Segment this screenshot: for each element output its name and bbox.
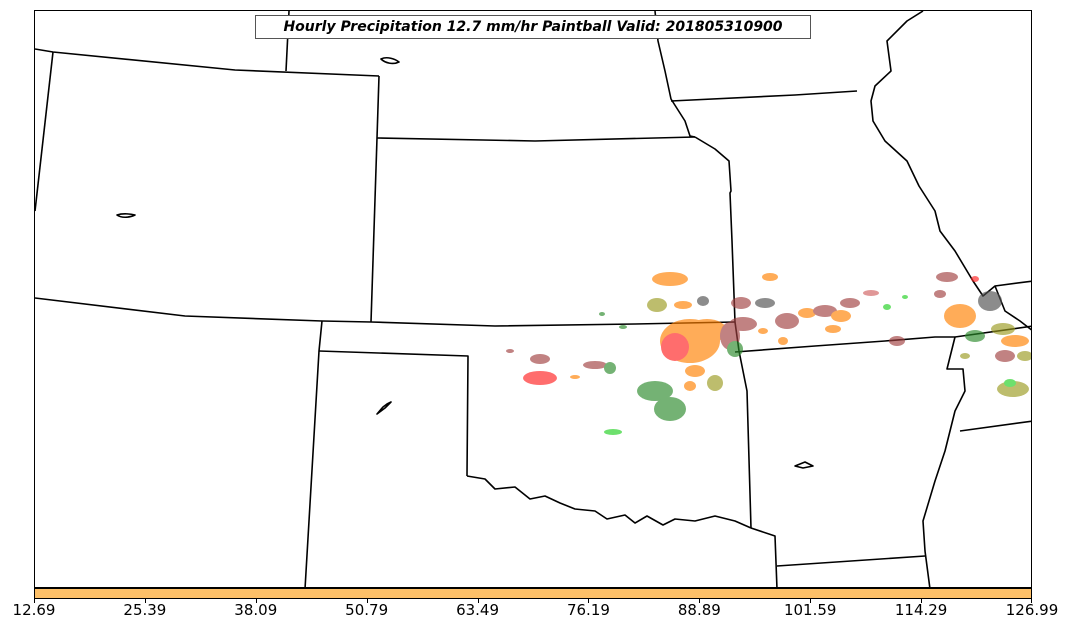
state-border-wyoming-south (35, 48, 380, 77)
colorbar-tick-label: 88.89 (677, 601, 721, 619)
precip-blob (570, 375, 580, 379)
colorbar-tick-label: 126.99 (1005, 601, 1059, 619)
precip-blob (934, 290, 946, 298)
paintball-precipitation (506, 272, 1031, 435)
precip-blob (825, 325, 841, 333)
state-border-ar-la (776, 555, 926, 567)
precip-blob (1017, 351, 1031, 361)
state-border-mo-bootheel (922, 336, 966, 587)
precip-blob (523, 371, 557, 385)
colorbar-tick-label: 25.39 (123, 601, 167, 619)
colorbar-tick (366, 599, 368, 603)
precip-blob (619, 325, 627, 329)
precip-blob (604, 429, 622, 435)
map-canvas (35, 11, 1031, 587)
precip-blob (727, 341, 743, 357)
precip-blob (684, 381, 696, 391)
precip-blob (775, 313, 799, 329)
colorbar-tick-label: 12.69 (12, 601, 56, 619)
colorbar-tick-label: 38.09 (234, 601, 278, 619)
precip-blob (1001, 335, 1029, 347)
colorbar-tick (1031, 599, 1032, 603)
precip-blob (729, 317, 757, 331)
precip-blob (654, 397, 686, 421)
colorbar-tick-label: 63.49 (456, 601, 500, 619)
precip-blob (661, 333, 689, 361)
state-border-mo-south (734, 336, 955, 353)
state-borders (35, 11, 1031, 587)
precip-blob (731, 297, 751, 309)
precip-blob (697, 296, 709, 306)
precip-blob (813, 305, 837, 317)
precip-blob (685, 365, 705, 377)
precip-blob (960, 353, 970, 359)
precip-blob (965, 330, 985, 342)
colorbar-tick (477, 599, 479, 603)
state-border-co-east (370, 137, 378, 323)
precip-blob (674, 301, 692, 309)
precip-blob (831, 310, 851, 322)
precip-blob (883, 304, 891, 310)
precip-blob (936, 272, 958, 282)
precip-blob (902, 295, 908, 299)
lake-arkansas (794, 461, 814, 469)
precip-blob (647, 298, 667, 312)
colorbar-tick (144, 599, 146, 603)
precip-blob (798, 308, 816, 318)
colorbar-tick (255, 599, 257, 603)
colorbar-tick (699, 599, 701, 603)
colorbar-tick-label: 50.79 (345, 601, 389, 619)
precip-blob (755, 298, 775, 308)
state-border-ne-west (376, 75, 380, 139)
lake-colorado (116, 213, 136, 219)
precip-blob (840, 298, 860, 308)
map-panel (34, 10, 1032, 588)
colorbar-tick (921, 599, 923, 603)
precip-blob (707, 375, 723, 391)
precip-blob (652, 272, 688, 286)
colorbar-tick-label: 114.29 (894, 601, 948, 619)
colorbar-tick-label: 101.59 (783, 601, 837, 619)
precip-blob (944, 304, 976, 328)
state-border-co-north (35, 297, 323, 322)
state-border-ok-north-panhandle (318, 350, 469, 477)
state-border-ne-south (376, 136, 696, 142)
precip-blob (506, 349, 514, 353)
precip-blob (778, 337, 788, 345)
state-border-ar-west (750, 527, 778, 587)
precip-blob (991, 323, 1015, 335)
state-border-idaho-east (35, 51, 54, 212)
precip-blob (583, 361, 607, 369)
precip-blob (863, 290, 879, 296)
colorbar-tick (588, 599, 590, 603)
state-border-missouri-river (654, 11, 696, 138)
precip-blob (604, 362, 616, 374)
precip-blob (978, 291, 1002, 311)
colorbar-tick-label: 76.19 (566, 601, 610, 619)
colorbar (34, 588, 1032, 599)
state-border-ks-south (321, 320, 736, 327)
map-title: Hourly Precipitation 12.7 mm/hr Paintbal… (255, 15, 811, 39)
state-border-ks-east (694, 136, 736, 323)
state-border-ok-red-river (466, 475, 752, 529)
colorbar-tick (810, 599, 812, 603)
precip-blob (687, 319, 727, 343)
state-border-mississippi (870, 11, 1031, 297)
precip-blob (599, 312, 605, 316)
lake-wyoming (380, 56, 400, 65)
precip-blob (995, 350, 1015, 362)
colorbar-tick (34, 599, 35, 603)
state-border-ok-panhandle-west (304, 320, 323, 587)
precip-blob (530, 354, 550, 364)
precip-blob (889, 336, 905, 346)
precip-blob (971, 276, 979, 282)
precip-blob (637, 381, 673, 401)
precip-blob (762, 273, 778, 281)
state-border-ia-south (670, 90, 858, 102)
precip-blob (758, 328, 768, 334)
lake-texas-panhandle (376, 401, 392, 415)
precip-blob (1004, 379, 1016, 387)
state-border-ms-tn (959, 420, 1031, 432)
